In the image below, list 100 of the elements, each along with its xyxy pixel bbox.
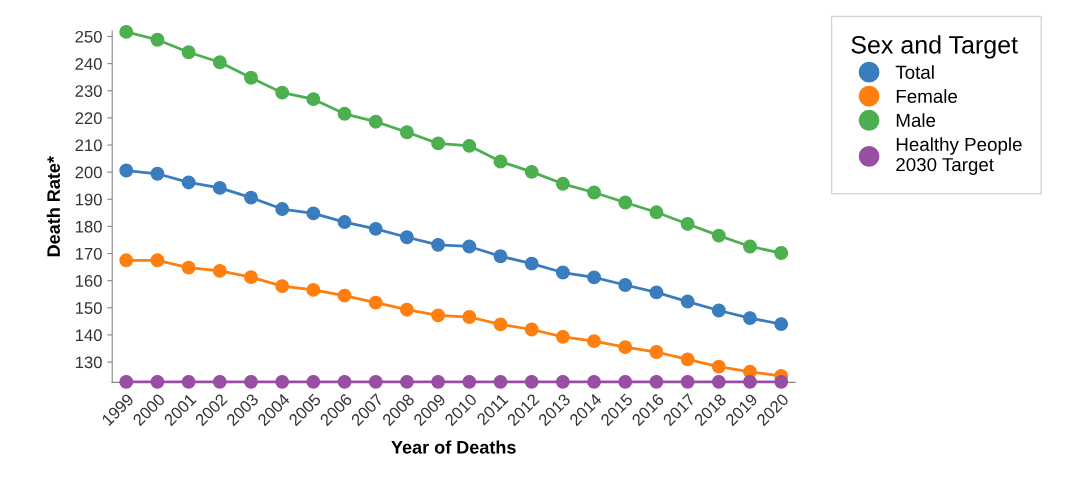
point — [680, 294, 695, 309]
point — [244, 190, 258, 205]
point — [524, 164, 539, 179]
point — [493, 374, 508, 389]
point — [150, 32, 165, 47]
point — [555, 176, 570, 191]
point — [337, 288, 352, 303]
y-tick-label: 200 — [75, 166, 102, 179]
point — [275, 202, 290, 216]
point — [368, 221, 383, 236]
point — [150, 374, 165, 389]
point — [431, 136, 446, 151]
point — [587, 334, 602, 349]
point — [119, 374, 134, 389]
point — [212, 55, 227, 70]
point — [337, 215, 352, 230]
point — [181, 374, 196, 389]
point — [431, 374, 446, 389]
legend-label: Healthy People 2030 Target — [896, 137, 1022, 175]
point — [680, 374, 695, 389]
point — [524, 322, 539, 337]
point — [431, 237, 446, 252]
point — [212, 180, 227, 195]
legend-label: Male — [896, 113, 936, 128]
point — [649, 374, 664, 389]
point — [711, 359, 726, 374]
y-tick-label: 150 — [75, 302, 102, 314]
point — [337, 374, 352, 389]
point — [181, 175, 196, 190]
point — [774, 374, 789, 389]
point — [119, 253, 134, 268]
point — [462, 310, 477, 324]
y-tick-label: 220 — [75, 112, 102, 125]
point — [743, 311, 757, 326]
y-tick-label: 130 — [75, 356, 102, 369]
y-tick-label: 190 — [75, 193, 102, 206]
point — [743, 239, 757, 254]
point — [275, 85, 290, 100]
point — [587, 185, 602, 200]
point — [181, 260, 196, 275]
point — [119, 24, 134, 39]
legend-label: Total — [895, 65, 934, 79]
y-axis-title: Death Rate* — [46, 156, 61, 257]
point — [711, 228, 726, 243]
point — [244, 270, 258, 285]
legend-label: Female — [896, 89, 958, 103]
point — [275, 374, 290, 389]
point — [711, 374, 726, 389]
point — [462, 138, 477, 153]
point — [119, 163, 134, 178]
legend-title: Sex and Target — [851, 35, 1018, 59]
y-tick-label: 140 — [75, 329, 102, 342]
point — [649, 285, 664, 300]
point — [399, 125, 414, 140]
point — [399, 374, 414, 389]
point — [555, 374, 570, 389]
point — [587, 374, 602, 389]
point — [306, 92, 321, 107]
y-tick-label: 210 — [75, 139, 102, 152]
point — [493, 154, 508, 169]
x-axis-title: Year of Deaths — [391, 440, 516, 454]
point — [555, 265, 570, 280]
y-tick-label: 250 — [75, 30, 102, 43]
point — [150, 166, 165, 181]
point — [181, 45, 196, 60]
point — [275, 279, 290, 294]
point — [743, 374, 757, 389]
point — [368, 114, 383, 129]
point — [399, 230, 414, 245]
point — [306, 282, 321, 297]
point — [774, 246, 789, 260]
point — [306, 374, 321, 389]
point — [524, 256, 539, 271]
point — [711, 303, 726, 318]
point — [774, 317, 789, 332]
point — [212, 263, 227, 278]
point — [587, 270, 602, 285]
point — [493, 249, 508, 264]
point — [649, 205, 664, 220]
point — [493, 317, 508, 332]
point — [462, 374, 477, 389]
point — [462, 239, 477, 254]
point — [618, 374, 633, 389]
point — [649, 345, 664, 359]
point — [680, 217, 695, 231]
point — [150, 253, 165, 268]
point — [524, 374, 539, 389]
y-tick-label: 180 — [75, 220, 102, 233]
point — [244, 374, 258, 389]
y-tick-label: 230 — [75, 85, 102, 97]
point — [368, 374, 383, 389]
point — [431, 308, 446, 323]
point — [399, 302, 414, 317]
point — [555, 329, 570, 344]
point — [244, 70, 258, 85]
point — [306, 206, 321, 221]
point — [337, 106, 352, 121]
y-tick-label: 160 — [75, 275, 102, 287]
y-tick-label: 240 — [75, 58, 102, 70]
point — [680, 352, 695, 367]
